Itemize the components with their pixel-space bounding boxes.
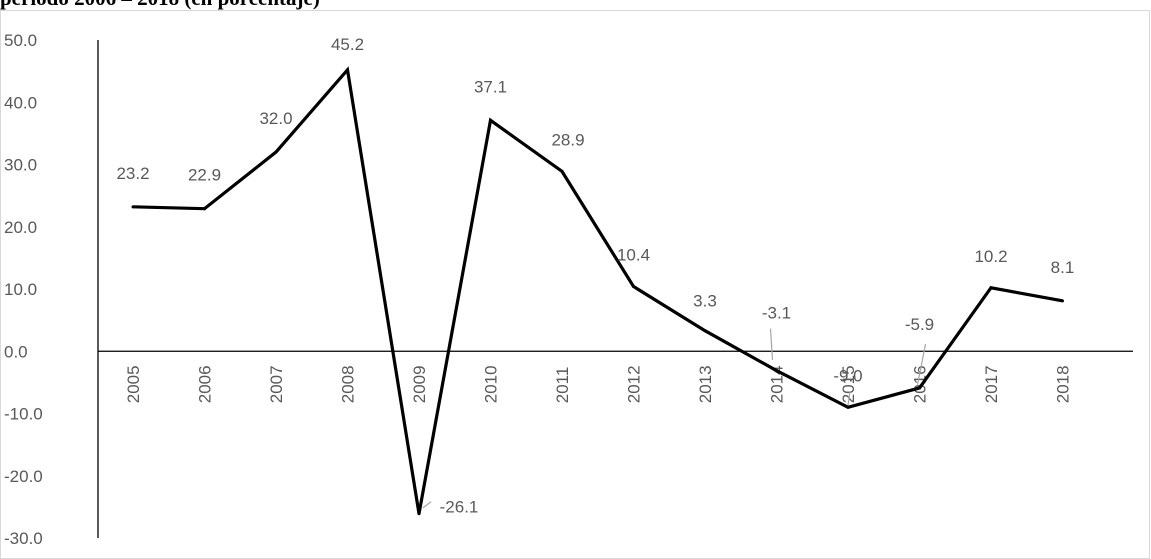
data-label-leader	[769, 328, 774, 361]
data-label: -9.0	[833, 366, 862, 385]
data-point	[417, 512, 421, 516]
y-tick-label: 0.0	[4, 342, 28, 361]
x-tick-label: 2009	[410, 365, 429, 403]
data-label: 22.9	[188, 166, 221, 185]
x-tick-label: 2017	[982, 365, 1001, 403]
data-point	[918, 386, 921, 390]
data-point	[1061, 299, 1064, 303]
y-tick-label: -30.0	[4, 529, 43, 548]
x-tick-label: 2010	[482, 365, 501, 403]
data-label-leader	[422, 501, 432, 509]
x-tick-label: 2007	[267, 365, 286, 403]
data-point	[274, 150, 278, 154]
data-label: 10.2	[974, 247, 1007, 266]
data-label-leader	[847, 391, 851, 406]
x-tick-label: 2011	[553, 367, 572, 404]
y-tick-label: -20.0	[4, 467, 43, 486]
chart-title: período 2006 – 2018 (en porcentaje)	[0, 0, 320, 11]
data-point	[131, 205, 135, 209]
data-point	[346, 68, 349, 72]
data-label: -26.1	[440, 498, 479, 517]
data-label: 8.1	[1051, 258, 1075, 277]
y-tick-label: 10.0	[4, 280, 37, 299]
data-point	[989, 286, 993, 290]
data-label: 45.2	[331, 35, 364, 54]
y-tick-label: 50.0	[4, 31, 37, 50]
data-label: 10.4	[617, 246, 650, 265]
x-tick-label: 2012	[625, 365, 644, 403]
y-tick-label: -10.0	[4, 405, 43, 424]
data-point	[775, 369, 778, 373]
data-label: 23.2	[116, 164, 149, 183]
x-tick-label: 2015	[839, 365, 858, 403]
data-label-leader	[916, 343, 927, 386]
data-point	[703, 329, 707, 333]
x-tick-label: 2008	[339, 365, 358, 403]
y-tick-label: 40.0	[4, 93, 37, 112]
x-tick-label: 2005	[124, 365, 143, 403]
series-line	[132, 66, 1063, 515]
data-point	[560, 169, 564, 173]
data-point	[632, 285, 635, 289]
data-point	[846, 405, 850, 409]
data-label: 37.1	[474, 77, 507, 96]
data-point	[203, 207, 206, 211]
y-tick-label: 20.0	[4, 218, 37, 237]
data-label: 3.3	[693, 292, 717, 311]
x-tick-label: 2016	[911, 365, 930, 403]
data-label: -3.1	[762, 304, 791, 323]
x-tick-label: 2018	[1054, 365, 1073, 403]
y-tick-label: 30.0	[4, 156, 37, 175]
x-tick-label: 2006	[196, 365, 215, 403]
data-label: 28.9	[551, 130, 584, 149]
data-point	[489, 118, 492, 122]
x-tick-label: 2013	[696, 365, 715, 403]
data-label: 32.0	[259, 109, 292, 128]
data-label: -5.9	[905, 315, 934, 334]
